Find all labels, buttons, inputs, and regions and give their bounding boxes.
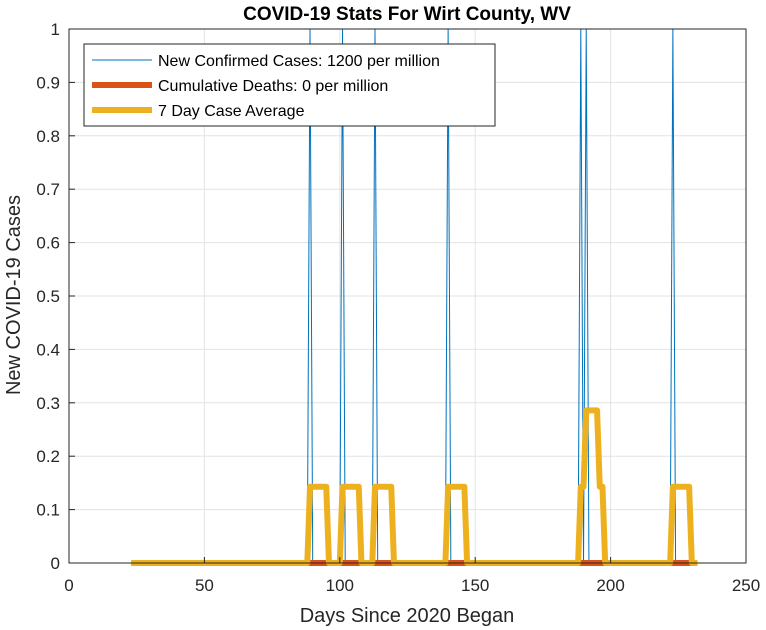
y-tick-label: 0.2	[36, 447, 60, 466]
legend-label-new-cases: New Confirmed Cases: 1200 per million	[158, 53, 440, 70]
y-tick-label: 0.5	[36, 287, 60, 306]
y-tick-label: 0.4	[36, 340, 60, 359]
y-tick-label: 0.3	[36, 394, 60, 413]
legend: New Confirmed Cases: 1200 per million Cu…	[84, 44, 495, 126]
x-tick-label: 50	[195, 576, 214, 595]
legend-label-7day-average: 7 Day Case Average	[158, 103, 305, 120]
legend-label-deaths: Cumulative Deaths: 0 per million	[158, 78, 388, 95]
y-tick-label: 0.8	[36, 127, 60, 146]
y-axis-label: New COVID-19 Cases	[3, 195, 25, 395]
y-tick-label: 0.1	[36, 501, 60, 520]
x-tick-label: 100	[326, 576, 354, 595]
x-tick-label: 0	[64, 576, 73, 595]
y-tick-label: 0	[51, 554, 60, 573]
x-axis-label: Days Since 2020 Began	[300, 605, 515, 627]
x-tick-label: 250	[732, 576, 760, 595]
y-tick-label: 0.9	[36, 73, 60, 92]
chart-title: COVID-19 Stats For Wirt County, WV	[243, 4, 571, 25]
x-tick-label: 200	[596, 576, 624, 595]
x-tick-label: 150	[461, 576, 489, 595]
y-tick-label: 0.6	[36, 234, 60, 253]
y-tick-label: 0.7	[36, 180, 60, 199]
y-tick-label: 1	[51, 20, 60, 39]
